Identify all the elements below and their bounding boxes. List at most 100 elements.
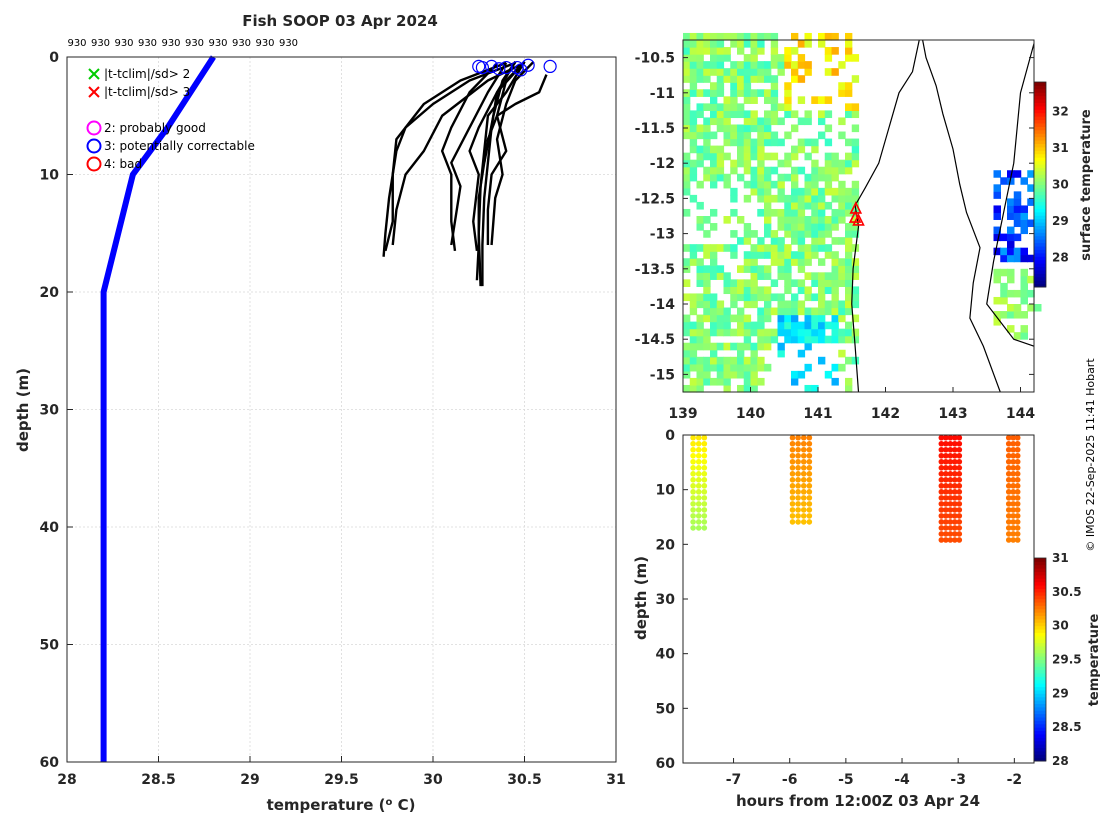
sst-cell <box>797 244 806 252</box>
sst-cell <box>1020 219 1028 228</box>
sst-cell <box>770 32 779 41</box>
sst-cell <box>1007 170 1015 178</box>
sst-cell <box>710 96 718 104</box>
colorbar-segment <box>1034 622 1046 627</box>
colorbar-segment <box>1034 184 1046 189</box>
sst-cell <box>764 201 772 210</box>
x-tick-label: -5 <box>838 772 854 788</box>
colorbar-segment <box>1034 82 1046 86</box>
sst-cell <box>797 286 806 295</box>
sst-cell <box>703 89 711 97</box>
colorbar-tick-label: 29 <box>1052 214 1069 228</box>
sst-cell <box>811 384 819 393</box>
profile-id-label: 930 <box>91 38 110 49</box>
temperature-point <box>806 452 813 459</box>
temperature-point <box>795 507 801 513</box>
sst-cell <box>824 68 833 76</box>
colorbar-segment <box>1034 201 1046 206</box>
colorbar-segment <box>1034 585 1046 589</box>
temperature-point <box>947 501 954 507</box>
sst-cell <box>824 54 833 62</box>
coastline-east <box>922 39 1001 393</box>
x-tick-label: 142 <box>871 406 900 422</box>
temperature-point <box>795 483 801 489</box>
colorbar-segment <box>1034 105 1046 110</box>
sst-cell <box>831 286 839 295</box>
sst-cell <box>1027 254 1035 263</box>
temperature-point <box>800 507 807 513</box>
sst-cell <box>791 173 799 182</box>
colorbar-segment <box>1034 263 1046 267</box>
sst-cell <box>1027 170 1035 178</box>
sst-cell <box>710 131 718 140</box>
sst-cell <box>730 68 738 76</box>
sst-cell <box>838 349 846 358</box>
sst-cell <box>845 321 853 330</box>
temperature-point <box>1010 483 1017 489</box>
colorbar-segment <box>1034 558 1046 562</box>
temperature-point <box>1005 537 1012 543</box>
sst-cell <box>743 265 752 273</box>
sst-cell <box>845 335 853 344</box>
sst-cell <box>716 152 725 161</box>
colorbar-segment <box>1034 568 1046 573</box>
sst-cell <box>845 138 853 147</box>
sst-cell <box>791 300 799 309</box>
sst-cell <box>764 194 772 203</box>
temperature-point <box>1010 513 1017 519</box>
temperature-point <box>806 513 813 519</box>
colorbar-segment <box>1034 689 1046 694</box>
sst-cell <box>710 272 718 280</box>
sst-cell <box>831 363 839 372</box>
sst-cell <box>730 103 738 111</box>
sst-cell <box>811 335 819 344</box>
sst-cell <box>770 138 779 147</box>
sst-cell <box>824 47 833 55</box>
sst-cell <box>818 279 826 287</box>
colorbar-segment <box>1034 273 1046 278</box>
sst-cell <box>791 216 799 224</box>
sst-cell <box>797 321 806 330</box>
sst-cell <box>811 159 819 168</box>
sst-cell <box>750 117 758 126</box>
temperature-point <box>1005 519 1012 525</box>
sst-cell <box>750 384 758 393</box>
sst-cell <box>1007 275 1015 284</box>
temperature-point <box>947 477 954 483</box>
temperature-point <box>1014 507 1021 513</box>
colorbar-segment <box>1034 747 1046 752</box>
temperature-point <box>938 483 945 489</box>
sst-cell <box>716 363 725 372</box>
sst-cell <box>764 342 772 351</box>
y-tick-label: -10.5 <box>635 51 675 67</box>
sst-cell <box>1007 233 1015 242</box>
sst-cell <box>1020 282 1028 291</box>
colorbar-segment <box>1034 249 1046 254</box>
sst-cell <box>770 117 779 126</box>
temperature-point <box>795 519 801 525</box>
legend-label: 4: bad <box>104 157 142 171</box>
colorbar-segment <box>1034 129 1046 134</box>
sst-cell <box>683 40 691 48</box>
sst-cell <box>824 187 833 196</box>
sst-cell <box>804 314 812 323</box>
y-tick-label: 30 <box>40 403 60 419</box>
colorbar-segment <box>1034 205 1046 209</box>
temperature-point <box>795 465 801 471</box>
sst-cell <box>791 328 799 337</box>
sst-cell <box>757 363 765 372</box>
sst-cell <box>831 187 839 196</box>
colorbar-segment <box>1034 102 1046 107</box>
sst-cell <box>703 300 711 309</box>
sst-cell <box>764 307 772 316</box>
sst-cell <box>696 293 704 302</box>
y-tick-label: 60 <box>656 756 676 772</box>
sst-cell <box>784 208 792 217</box>
sst-cell <box>737 328 745 337</box>
sst-cell <box>1020 205 1028 213</box>
sst-cell <box>689 244 698 252</box>
sst-cell <box>824 300 833 309</box>
sst-cell <box>737 47 745 55</box>
sst-cell <box>710 293 718 302</box>
colorbar-segment <box>1034 174 1046 179</box>
